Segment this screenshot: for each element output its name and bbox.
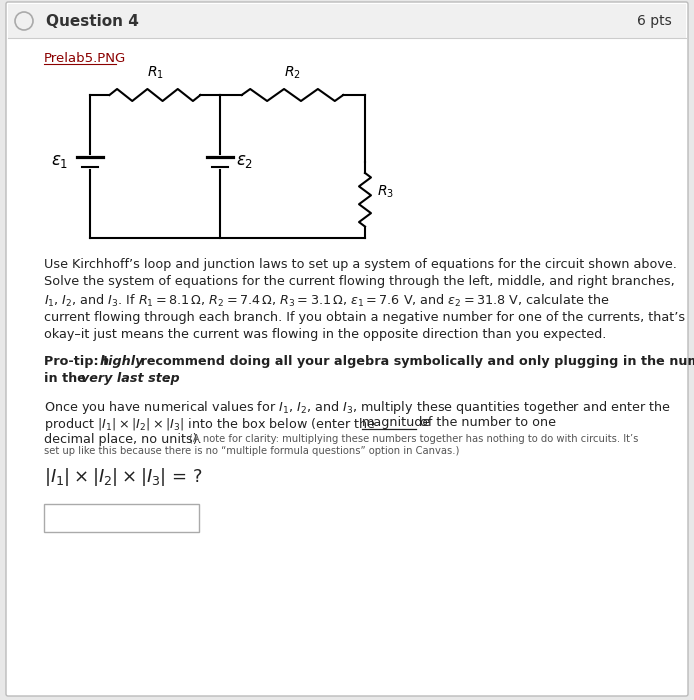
Text: very last step: very last step <box>81 372 180 385</box>
Text: $\varepsilon_1$: $\varepsilon_1$ <box>51 153 68 171</box>
Text: in the: in the <box>44 372 90 385</box>
Bar <box>44 503 199 531</box>
Text: of the number to one: of the number to one <box>416 416 556 429</box>
Text: Prelab5.PNG: Prelab5.PNG <box>44 52 126 65</box>
Text: magnitude: magnitude <box>362 416 431 429</box>
Text: $R_3$: $R_3$ <box>377 183 394 200</box>
Text: $R_2$: $R_2$ <box>284 64 301 81</box>
Text: Once you have numerical values for $I_1$, $I_2$, and $I_3$, multiply these quant: Once you have numerical values for $I_1$… <box>44 398 670 416</box>
Text: product $|I_1| \times |I_2| \times |I_3|$ into the box below (enter the: product $|I_1| \times |I_2| \times |I_3|… <box>44 416 377 433</box>
Text: (A note for clarity: multiplying these numbers together has nothing to do with c: (A note for clarity: multiplying these n… <box>189 433 638 444</box>
FancyBboxPatch shape <box>6 2 688 696</box>
Text: decimal place, no units).: decimal place, no units). <box>44 433 202 447</box>
Bar <box>8 4 686 38</box>
Text: Use Kirchhoff’s loop and junction laws to set up a system of equations for the c: Use Kirchhoff’s loop and junction laws t… <box>44 258 677 271</box>
Text: $R_1$: $R_1$ <box>146 64 164 81</box>
Text: Pro-tip: I: Pro-tip: I <box>44 354 112 368</box>
Text: Question 4: Question 4 <box>46 13 139 29</box>
Text: okay–it just means the current was flowing in the opposite direction than you ex: okay–it just means the current was flowi… <box>44 328 607 341</box>
Text: recommend doing all your algebra symbolically and only plugging in the numbers: recommend doing all your algebra symboli… <box>136 354 694 368</box>
Text: $I_1$, $I_2$, and $I_3$. If $R_1 = 8.1\,\Omega$, $R_2 = 7.4\,\Omega$, $R_3 = 3.1: $I_1$, $I_2$, and $I_3$. If $R_1 = 8.1\,… <box>44 293 609 309</box>
Text: current flowing through each branch. If you obtain a negative number for one of : current flowing through each branch. If … <box>44 311 685 323</box>
Text: $|I_1| \times |I_2| \times |I_3|$ = ?: $|I_1| \times |I_2| \times |I_3|$ = ? <box>44 466 203 487</box>
Text: Solve the system of equations for the current flowing through the left, middle, : Solve the system of equations for the cu… <box>44 276 675 288</box>
Text: .: . <box>165 372 170 385</box>
Text: highly: highly <box>100 354 144 368</box>
Text: 6 pts: 6 pts <box>637 14 672 28</box>
Text: $\varepsilon_2$: $\varepsilon_2$ <box>236 153 253 171</box>
Text: set up like this because there is no “multiple formula questions” option in Canv: set up like this because there is no “mu… <box>44 447 459 456</box>
